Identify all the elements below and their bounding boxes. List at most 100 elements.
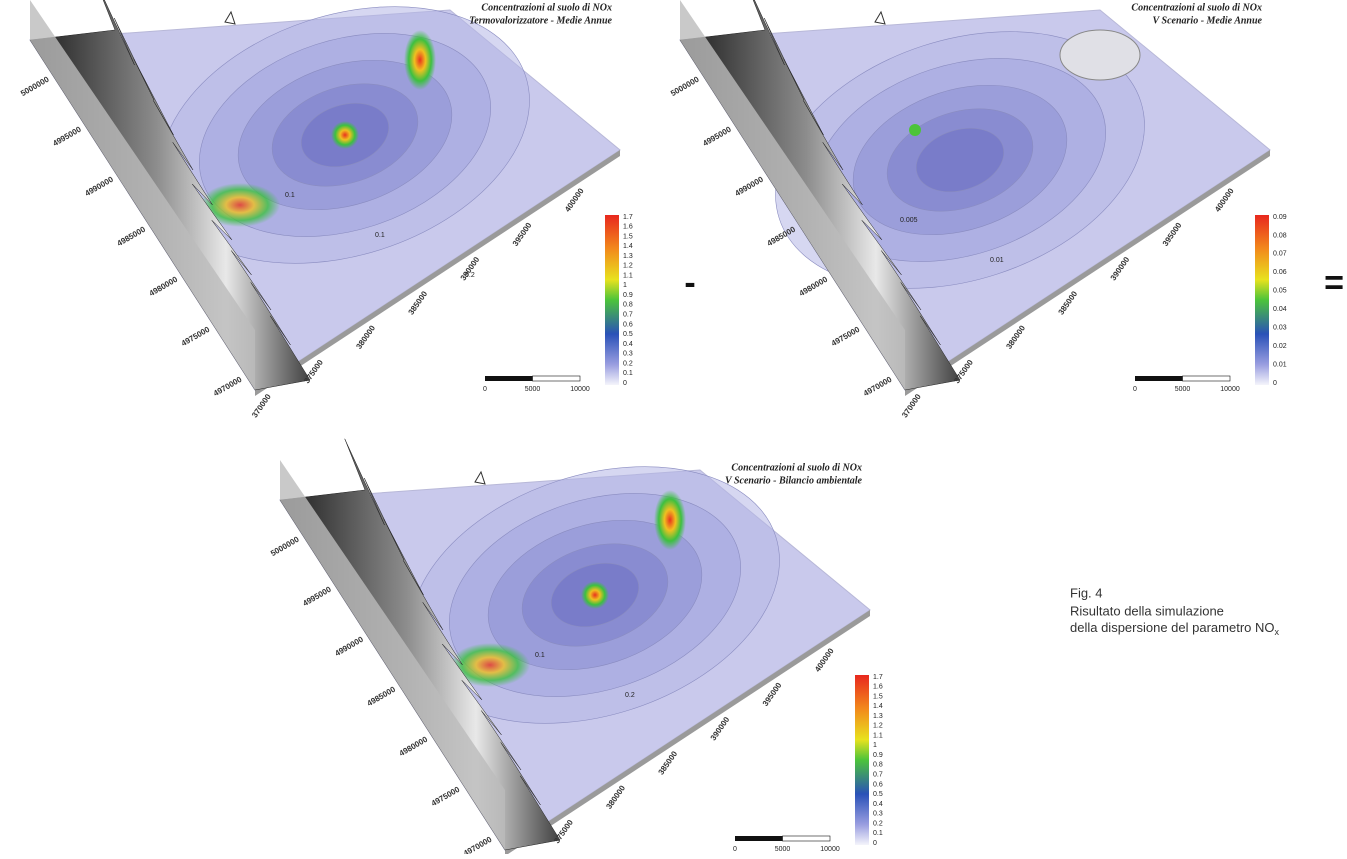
legend-label: 0.3: [623, 351, 633, 358]
map-title: Termovalorizzatore - Medie Annue: [469, 15, 612, 26]
legend-label: 1: [623, 282, 627, 289]
map-panel: Concentrazioni al suolo di NOx V Scenario…: [269, 422, 883, 854]
mountain: [1060, 30, 1140, 80]
y-axis-label: 4985000: [366, 684, 398, 708]
scale-label: 0: [1133, 386, 1137, 393]
legend-label: 0.1: [873, 830, 883, 837]
caption-line: della dispersione del parametro NOx: [1070, 620, 1280, 637]
legend-label: 0.8: [873, 762, 883, 769]
legend-label: 1.3: [623, 253, 633, 260]
y-axis-label: 4995000: [51, 124, 83, 148]
hotspot: [581, 581, 609, 609]
hotspot: [654, 490, 686, 550]
legend-label: 1.3: [873, 713, 883, 720]
y-axis-label: 4995000: [301, 584, 333, 608]
legend-label: 0.7: [623, 311, 633, 318]
legend-colorbar: [605, 215, 619, 385]
legend-label: 0.05: [1273, 288, 1287, 295]
scale-bar: [1135, 376, 1183, 381]
operator-minus: -: [684, 264, 695, 302]
page: { "panels": [ { "title": ["Concentrazion…: [0, 0, 1347, 854]
legend-label: 1.1: [623, 272, 633, 279]
scale-label: 5000: [525, 386, 541, 393]
x-axis-label: 370000: [900, 392, 923, 419]
scale-label: 5000: [775, 846, 791, 853]
y-axis-label: 4975000: [180, 324, 212, 348]
scale-bar: [1183, 376, 1231, 381]
legend-label: 0.4: [623, 341, 633, 348]
legend-label: 0.3: [873, 811, 883, 818]
legend-label: 1.5: [873, 693, 883, 700]
legend-label: 0.5: [623, 331, 633, 338]
x-axis-label: 370000: [250, 392, 273, 419]
contour-label: 0.2: [465, 272, 475, 279]
legend-label: 0.02: [1273, 343, 1287, 350]
y-axis-label: 4990000: [733, 174, 765, 198]
scale-bar: [533, 376, 581, 381]
y-axis-label: 4970000: [462, 834, 494, 854]
y-axis-label: 4980000: [148, 274, 180, 298]
caption-line: Risultato della simulazione: [1070, 603, 1224, 618]
scale-label: 10000: [1220, 386, 1240, 393]
y-axis-label: 4985000: [116, 224, 148, 248]
legend-label: 0.01: [1273, 361, 1287, 368]
legend-label: 0.1: [623, 370, 633, 377]
legend-label: 0.08: [1273, 232, 1287, 239]
y-axis-label: 4980000: [398, 734, 430, 758]
hotspot: [909, 124, 921, 136]
legend-label: 0.4: [873, 801, 883, 808]
map-title: V Scenario - Medie Annue: [1153, 15, 1263, 26]
legend-label: 1.2: [873, 723, 883, 730]
y-axis-label: 4970000: [862, 374, 894, 398]
legend-label: 1.2: [623, 263, 633, 270]
y-axis-label: 4995000: [701, 124, 733, 148]
map-title: Concentrazioni al suolo di NOx: [731, 462, 862, 473]
contour-label: 0.1: [535, 652, 545, 659]
north-arrow: [875, 12, 885, 24]
legend-label: 0.9: [623, 292, 633, 299]
y-axis-label: 4990000: [333, 634, 365, 658]
legend-label: 0.07: [1273, 251, 1287, 258]
y-axis-label: 4970000: [212, 374, 244, 398]
y-axis-label: 4980000: [798, 274, 830, 298]
legend-label: 0.03: [1273, 325, 1287, 332]
map-title: Concentrazioni al suolo di NOx: [481, 2, 612, 13]
y-axis-label: 5000000: [669, 74, 701, 98]
legend-label: 0.6: [623, 321, 633, 328]
contour-label: 0.005: [900, 217, 918, 224]
legend-label: 0.8: [623, 302, 633, 309]
legend-label: 0.2: [873, 820, 883, 827]
map-title: V Scenario - Bilancio ambientale: [725, 475, 863, 486]
y-axis-label: 4975000: [430, 784, 462, 808]
scale-label: 10000: [820, 846, 840, 853]
legend-label: 0.7: [873, 771, 883, 778]
operator-equals: =: [1324, 264, 1344, 302]
contour-label: 0.01: [990, 257, 1004, 264]
contour-label: 0.1: [375, 232, 385, 239]
scale-label: 10000: [570, 386, 590, 393]
y-axis-label: 4990000: [83, 174, 115, 198]
legend-colorbar: [1255, 215, 1269, 385]
legend-label: 0.5: [873, 791, 883, 798]
north-arrow: [225, 12, 235, 24]
scale-bar: [735, 836, 783, 841]
legend-label: 0.2: [623, 360, 633, 367]
legend-label: 1.7: [873, 674, 883, 681]
hotspot: [331, 121, 359, 149]
legend-label: 1.1: [873, 732, 883, 739]
caption-subscript: x: [1275, 627, 1280, 637]
y-axis-label: 5000000: [269, 534, 301, 558]
legend-colorbar: [855, 675, 869, 845]
scale-label: 0: [733, 846, 737, 853]
map-title: Concentrazioni al suolo di NOx: [1131, 2, 1262, 13]
figure: - = Fig. 4 Risultato della simulazione d…: [0, 0, 1347, 854]
scale-label: 0: [483, 386, 487, 393]
legend-label: 1.4: [873, 703, 883, 710]
legend-label: 0.09: [1273, 214, 1287, 221]
legend-label: 0.9: [873, 752, 883, 759]
legend-label: 0: [873, 840, 877, 847]
legend-label: 1: [873, 742, 877, 749]
legend-label: 1.4: [623, 243, 633, 250]
hotspot: [404, 30, 436, 90]
north-arrow: [475, 472, 485, 484]
